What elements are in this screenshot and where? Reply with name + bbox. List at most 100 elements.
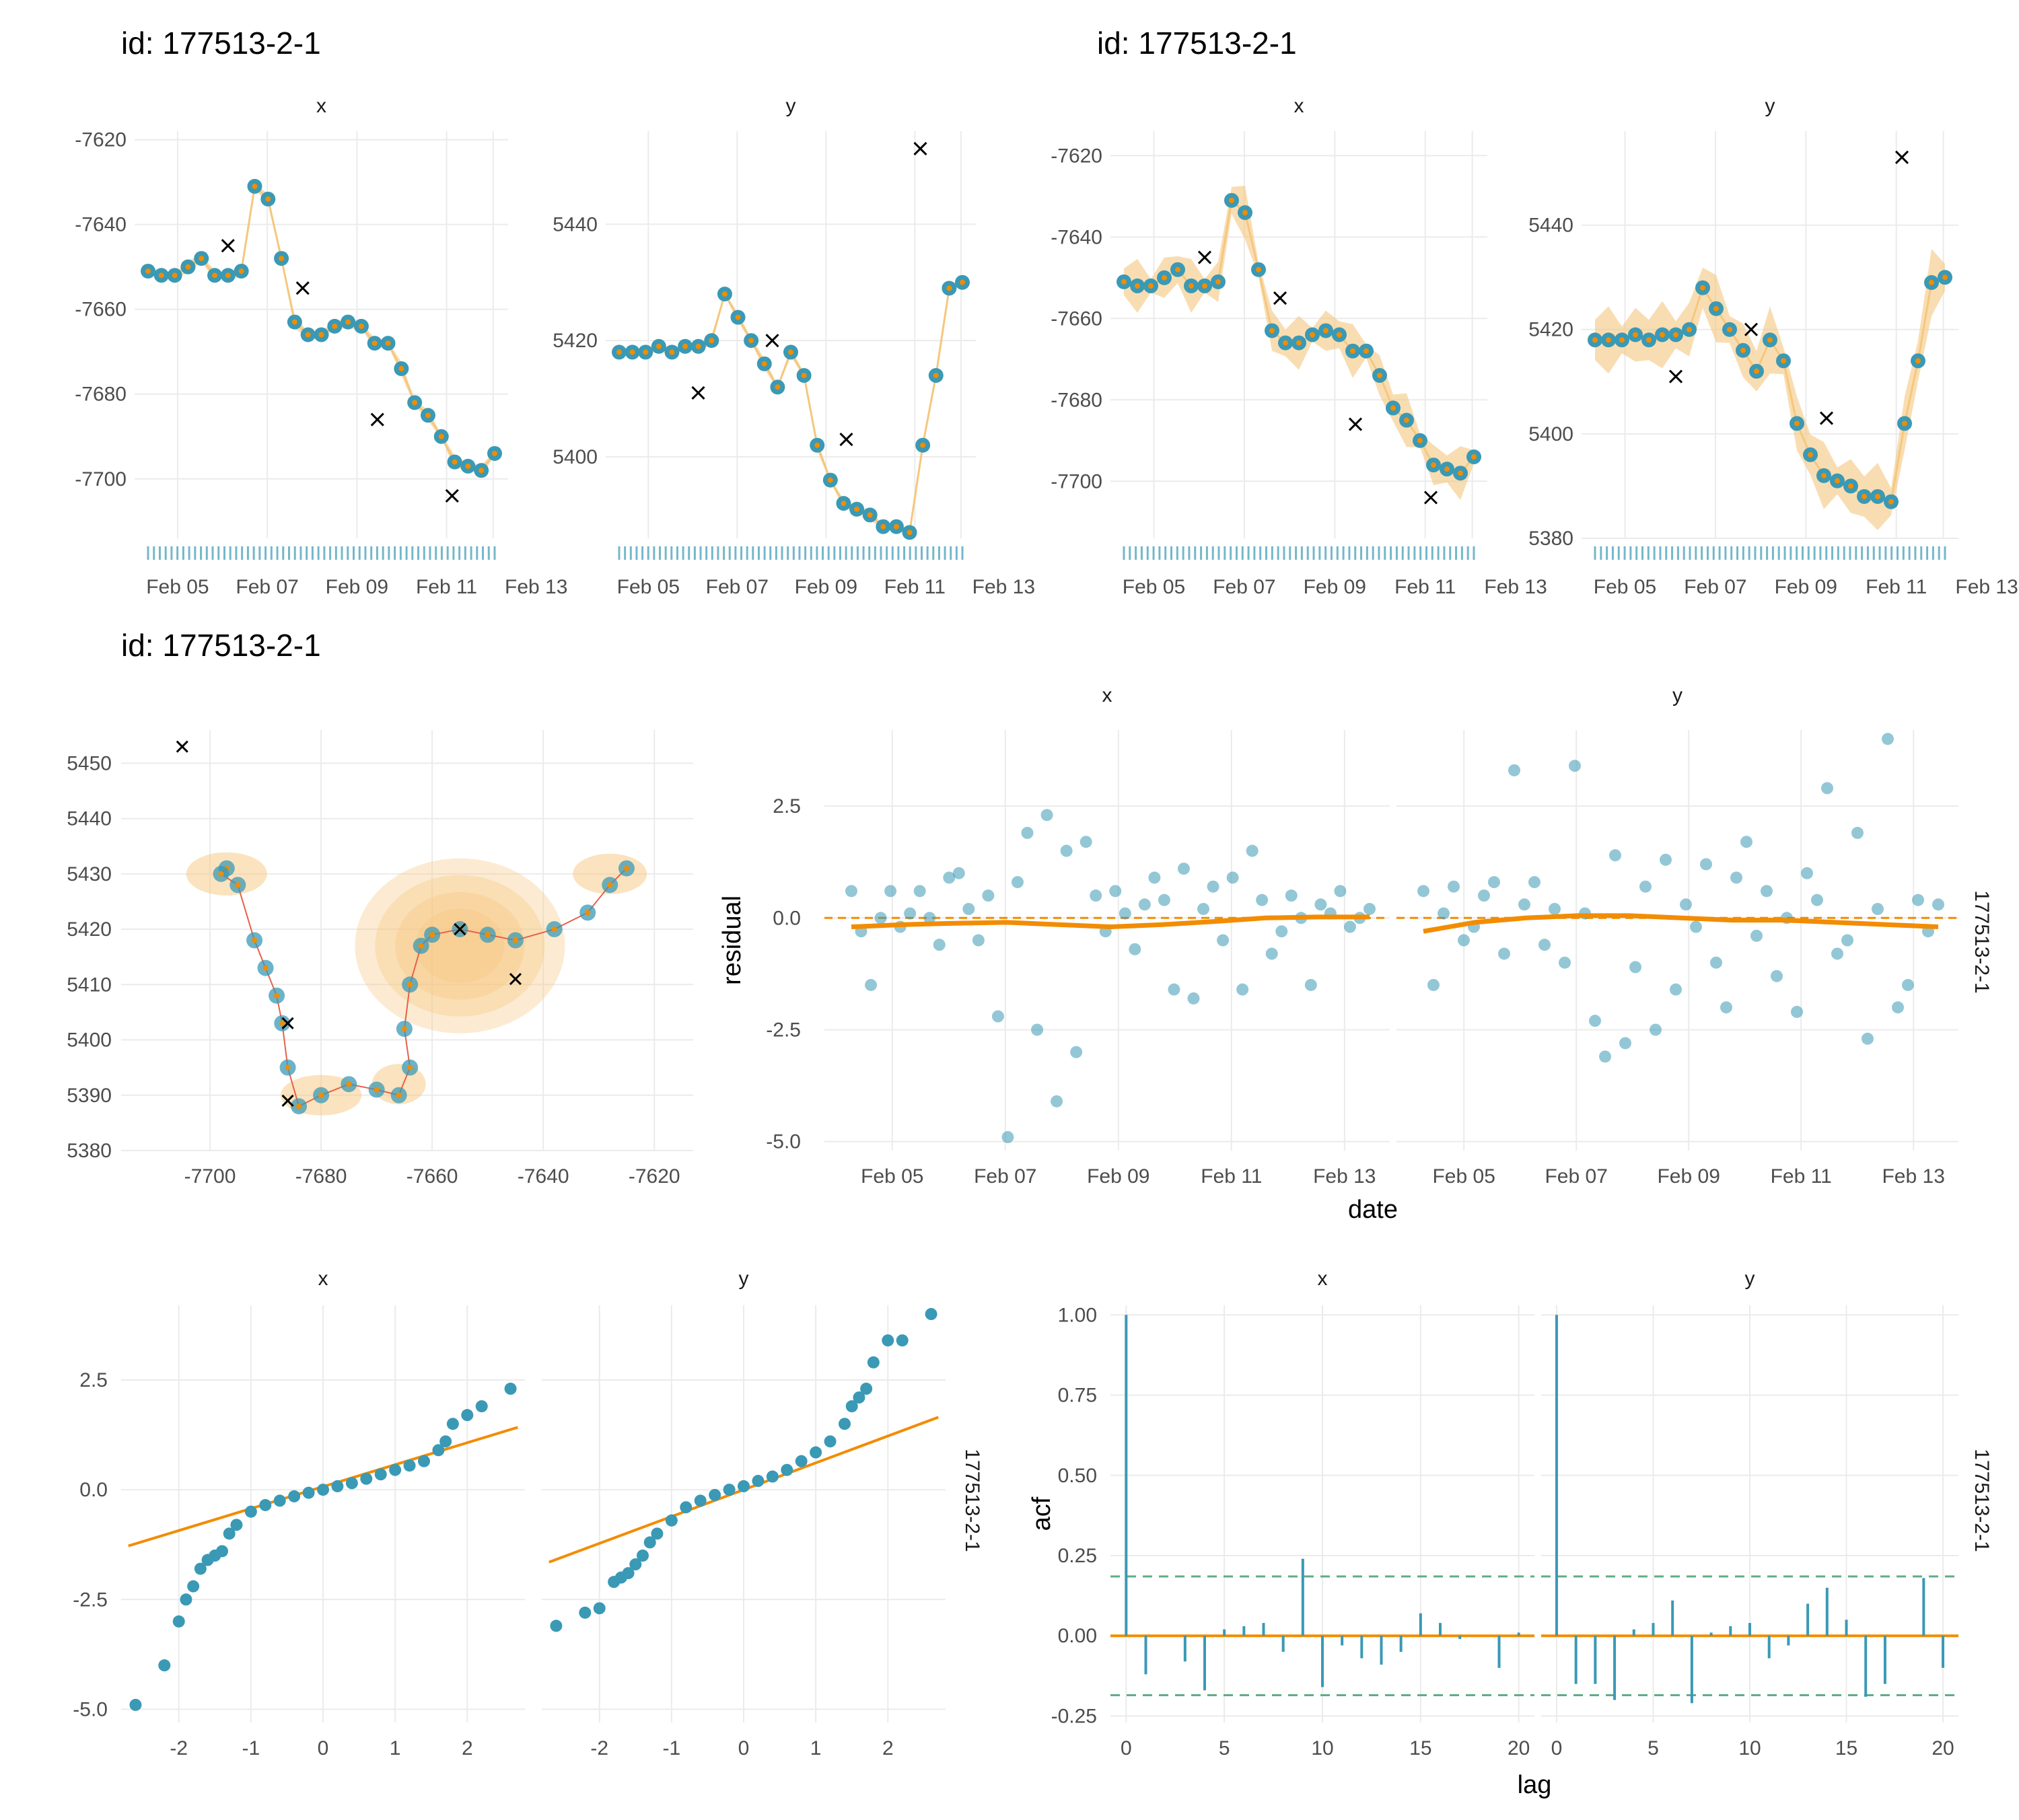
- fitted-location: [429, 932, 435, 938]
- x-tick-label: Feb 09: [1087, 1165, 1149, 1188]
- x-tick-label: -2: [590, 1737, 608, 1759]
- y-tick-label: -5.0: [766, 1131, 801, 1153]
- x-tick-label: Feb 05: [861, 1165, 923, 1188]
- residual-point: [1177, 863, 1190, 875]
- x-tick-label: 0: [318, 1737, 329, 1759]
- x-tick-label: Feb 05: [1123, 576, 1185, 598]
- residual-point: [1569, 760, 1581, 772]
- x-axis-title: date: [1348, 1196, 1398, 1224]
- qq-point: [824, 1435, 837, 1448]
- uncertainty-ellipse: [375, 875, 545, 1017]
- residual-point: [1851, 826, 1864, 839]
- qq-point: [723, 1484, 736, 1496]
- residual-point: [1528, 876, 1540, 889]
- facet-strip-label: x: [1102, 684, 1112, 706]
- y-tick-label: -7660: [75, 299, 127, 321]
- residual-point: [1109, 885, 1122, 898]
- fitted-point: [933, 373, 939, 378]
- qq-point: [302, 1486, 315, 1499]
- fitted-point: [1915, 358, 1921, 364]
- qq-point: [504, 1383, 517, 1395]
- qq-point: [432, 1444, 445, 1457]
- y-tick-label: 5440: [67, 808, 112, 830]
- residual-point: [1750, 929, 1763, 942]
- fitted-point: [438, 433, 444, 439]
- facet-strip-label: y: [1745, 1268, 1755, 1290]
- fitted-point: [748, 338, 754, 344]
- fitted-point: [761, 361, 767, 367]
- y-tick-label: -2.5: [766, 1019, 801, 1041]
- observation-cross: [1894, 150, 1909, 164]
- fitted-location: [374, 1087, 380, 1093]
- observation-cross: [295, 281, 310, 295]
- qq-point: [839, 1418, 851, 1430]
- qq-point: [475, 1400, 488, 1413]
- fitted-point: [185, 264, 191, 270]
- fitted-location: [235, 882, 241, 888]
- qq-point: [230, 1519, 243, 1531]
- x-tick-label: Feb 11: [1771, 1165, 1832, 1188]
- y-tick-label: 5450: [67, 752, 112, 774]
- fitted-point: [1713, 305, 1719, 312]
- x-tick-label: Feb 13: [505, 576, 567, 598]
- fitted-point: [452, 459, 458, 465]
- observation-cross: [445, 488, 459, 503]
- fitted-point: [695, 343, 701, 349]
- fitted-point: [669, 349, 675, 355]
- observation-cross: [1197, 250, 1212, 264]
- fitted-location: [485, 932, 491, 938]
- x-tick-label: Feb 11: [1201, 1165, 1262, 1188]
- fitted-point: [318, 332, 324, 338]
- fitted-point: [265, 196, 271, 202]
- fitted-point: [867, 512, 873, 518]
- observation-cross: [454, 922, 466, 936]
- qq-point: [651, 1527, 664, 1540]
- y-tick-label: 5410: [67, 974, 112, 996]
- residual-point: [1549, 902, 1561, 915]
- fitted-point: [145, 268, 151, 274]
- residual-point: [1599, 1050, 1611, 1063]
- fitted-location: [346, 1081, 352, 1087]
- x-tick-label: -7640: [518, 1165, 569, 1188]
- fitted-point: [1189, 283, 1194, 289]
- fitted-point: [1269, 328, 1275, 334]
- fitted-point: [1821, 472, 1827, 478]
- y-tick-label: -7620: [75, 129, 127, 151]
- residual-point: [1129, 943, 1141, 955]
- fitted-location: [218, 871, 224, 877]
- residual-point: [1559, 956, 1571, 969]
- observation-cross: [281, 1094, 294, 1107]
- qq-point: [925, 1308, 937, 1321]
- y-tick-label: 5420: [67, 918, 112, 941]
- residual-point: [972, 934, 985, 947]
- observation-cross: [765, 334, 779, 348]
- residual-point: [1256, 894, 1269, 906]
- residual-point: [1680, 898, 1692, 911]
- x-tick-label: Feb 07: [1213, 576, 1275, 598]
- qq-point: [187, 1580, 200, 1593]
- uncertainty-ellipse: [415, 908, 505, 983]
- qq-point: [158, 1659, 171, 1672]
- fitted-point: [1444, 466, 1450, 472]
- residual-point: [1690, 920, 1702, 933]
- qq-point: [446, 1418, 459, 1430]
- qq-point: [172, 1615, 185, 1628]
- fitted-point: [1135, 283, 1140, 289]
- fitted-point: [643, 349, 649, 355]
- facet-strip-label: y: [739, 1268, 749, 1290]
- residual-point: [991, 1010, 1004, 1023]
- x-tick-label: Feb 11: [1394, 576, 1456, 598]
- fitted-point: [1619, 337, 1625, 343]
- uncertainty-band: [1595, 248, 1945, 530]
- fitted-point: [199, 256, 205, 262]
- fitted-point: [1646, 337, 1652, 343]
- observation-cross: [1819, 411, 1834, 425]
- y-tick-label: 5420: [1528, 319, 1573, 341]
- fitted-point: [1377, 373, 1382, 378]
- qq-point: [360, 1472, 373, 1485]
- fitted-point: [1417, 437, 1423, 443]
- y-tick-label: 5380: [67, 1140, 112, 1162]
- y-tick-label: -7640: [75, 214, 127, 236]
- fitted-point: [946, 285, 952, 291]
